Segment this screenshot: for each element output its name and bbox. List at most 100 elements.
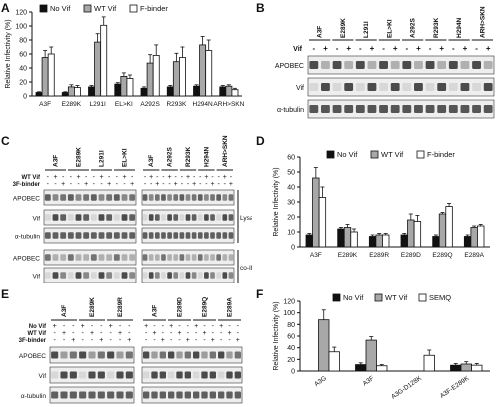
blot-b-0-band [437,61,447,69]
blot-c-r1-band [210,214,215,221]
blot-e-l0-band [125,351,133,359]
blot-e-r2-band [218,391,225,399]
legend-label: F-binder [427,150,455,159]
blot-sign: - [217,174,220,181]
blot-row-label: WT Vif [27,331,47,337]
blot-c-r3-band [167,254,172,261]
blot-c-l1-band [121,214,128,221]
band-label: APOBEC [19,353,46,360]
blot-b-1-band [483,83,493,91]
blot-c-r0-band [191,194,197,201]
blot-c-l0-band [106,194,113,201]
blot-c-l4-band [90,272,97,279]
blot-c-r2-band [173,232,179,239]
blot-b-0-band [414,61,423,69]
blot-c-l2-band [44,232,51,239]
bar [305,234,313,248]
blot-e-r0-band [193,351,200,359]
blot-header: E289A [227,297,234,317]
blot-e-r0-frame [141,346,243,364]
bar [205,50,213,97]
panel-label-e: E [1,287,10,301]
bar [140,87,148,97]
blot-header: ARH>SKN [479,6,486,38]
blot-b-0-band [483,61,493,69]
y-tick-label: 40 [287,185,295,192]
blot-sign: + [144,323,148,330]
blot-c-l1-band [83,214,90,221]
blot-e-l2-band [116,391,124,399]
bar [375,234,383,248]
blot-c-r2-band [179,232,185,239]
blot-sign: + [61,181,65,188]
blot-c-r3-band [155,254,160,261]
blot-sign: - [150,181,153,188]
blot-e-r2-band [193,391,200,399]
x-tick-label: ARH>SKN [213,101,244,108]
blot-c-l4-band [113,272,120,279]
blot-e-r1-band [201,371,208,379]
panel-label-d: D [256,134,265,148]
blot-sign: + [211,337,215,344]
blot-e-l1-band [125,371,133,379]
blot-e-r0-band [226,351,233,359]
blot-e-r2-band [176,391,183,399]
blot-b-2-band [437,105,447,113]
blot-sign: + [118,330,122,337]
blot-e-r2-band [234,391,241,399]
blot-c-r4-band [161,272,166,279]
blot-c-r1-band [148,214,154,221]
x-tick-label: A3G [313,375,328,388]
blot-sign: + [194,323,198,330]
blot-c-l1-band [106,214,113,221]
blot-b-0-band [379,61,388,69]
blot-e-l0-band [97,351,105,359]
blot-c-l1-band [60,214,67,221]
blot-sign: - [109,330,112,337]
y-tick-label: 0 [291,369,295,376]
blot-c-r3-band [173,254,179,261]
blot-c-l2-band [106,232,113,239]
blot-c-r1-band [228,214,234,221]
blot-b-0-band [309,61,319,69]
blot-b-2-band [448,105,458,113]
vif-sign: - [475,44,478,53]
blot-c-r3-band [179,254,185,261]
bar [225,85,233,97]
blot-b-1-band [355,83,365,91]
blot-row-label: WT Vif [21,175,41,181]
y-tick-label: 80 [287,322,295,329]
bar [400,234,408,248]
blot-c-r2-band [161,232,166,239]
y-tick-label: 20 [19,80,27,87]
blot-c-l1-band [67,214,74,221]
blot-c-r2-band [142,232,148,239]
x-tick-label: A3F [310,252,322,259]
blot-c-l1-band [90,214,97,221]
bar [471,364,483,372]
blot-sign: + [122,174,126,181]
blot-sign: - [217,181,220,188]
blot-sign: - [212,330,215,337]
blot-b-1-band [402,83,412,91]
blot-sign: - [108,174,111,181]
blot-sign: + [192,181,196,188]
blot-c-r3-band [210,254,215,261]
blot-b-1-frame [307,77,495,97]
blot-header: E289D [177,297,184,317]
band-label: α-tubulin [277,107,304,114]
blot-sign: + [223,174,227,181]
bar [432,236,440,248]
blot-c-r3-band [161,254,166,261]
blot-row-label: 3F-binder [13,182,41,188]
blot-sign: - [211,174,214,181]
blot-c-r1-band [185,214,191,221]
blot-header: A3F [61,305,68,317]
blot-sign: - [162,174,165,181]
vif-row-label: Vif [293,46,302,53]
y-tick-label: 40 [287,345,295,352]
blot-c-r1-band [173,214,179,221]
blot-sign: + [84,181,88,188]
blot-c-r1-band [191,214,197,221]
x-tick-label: A3G-D128K [390,375,423,401]
